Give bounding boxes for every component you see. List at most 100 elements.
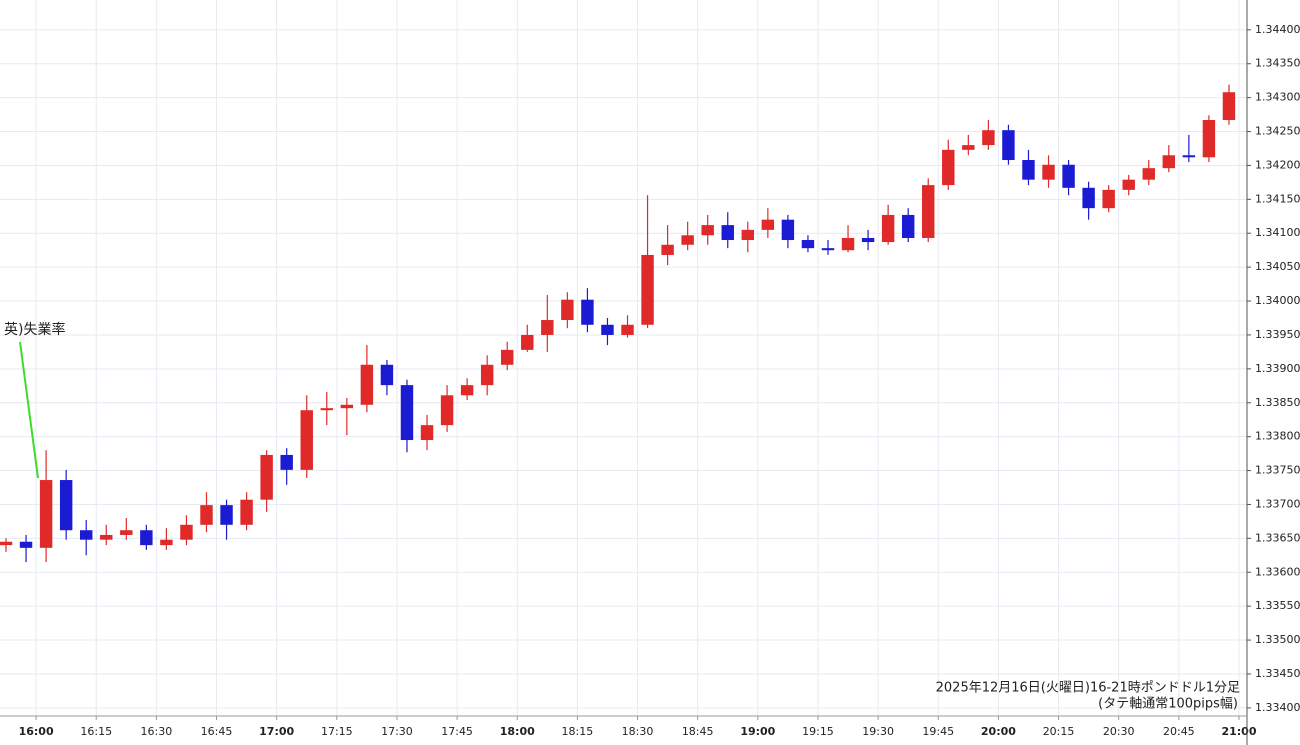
grid	[0, 0, 1247, 716]
candle-body	[79, 530, 93, 540]
candle-body	[1122, 179, 1135, 190]
candle-body	[120, 530, 133, 535]
candle-body	[721, 225, 734, 241]
y-tick-label: 1.33600	[1255, 565, 1300, 578]
candle-body	[641, 254, 654, 325]
x-tick-label: 21:00	[1221, 725, 1256, 738]
candle-body	[541, 320, 554, 335]
candle-body	[1002, 130, 1015, 161]
y-tick-label: 1.34300	[1255, 91, 1300, 104]
x-tick-label: 19:15	[802, 725, 834, 738]
y-tick-label: 1.34050	[1255, 260, 1300, 273]
candle-body	[1022, 160, 1035, 180]
y-tick-label: 1.33550	[1255, 599, 1300, 612]
candle-body	[661, 244, 674, 255]
candle-body	[681, 235, 694, 245]
y-tick-label: 1.33750	[1255, 464, 1300, 477]
candle-body	[1182, 155, 1196, 158]
y-tick-label: 1.33650	[1255, 531, 1300, 544]
candle-body	[901, 214, 915, 238]
candle-body	[801, 240, 815, 249]
x-tick-label: 17:00	[259, 725, 294, 738]
candle-body	[180, 524, 193, 540]
candle-body	[1162, 155, 1176, 169]
candle-body	[761, 219, 775, 230]
y-tick-label: 1.34250	[1255, 125, 1300, 138]
candle-body	[1082, 187, 1095, 209]
candle-body	[260, 454, 273, 500]
x-tick-label: 20:15	[1043, 725, 1075, 738]
candle-body	[59, 480, 73, 531]
y-tick-label: 1.33900	[1255, 362, 1300, 375]
candle-body	[360, 364, 374, 405]
x-tick-label: 18:45	[682, 725, 714, 738]
y-tick-label: 1.34400	[1255, 23, 1300, 36]
x-tick-label: 19:45	[922, 725, 954, 738]
candle-body	[621, 324, 634, 335]
x-tick-label: 16:00	[19, 725, 54, 738]
caption-line: (タテ軸通常100pips幅)	[1098, 697, 1238, 712]
candle-body	[220, 505, 233, 525]
candle-body	[1222, 92, 1236, 121]
candle-body	[701, 225, 714, 236]
x-tick-label: 19:00	[740, 725, 775, 738]
candle-body	[781, 219, 795, 241]
candle-body	[200, 505, 213, 525]
candle-body	[19, 541, 33, 548]
x-tick-label: 19:30	[862, 725, 894, 738]
candle-body	[480, 364, 494, 386]
y-tick-label: 1.33450	[1255, 667, 1300, 680]
candle-body	[420, 425, 434, 441]
candle-body	[521, 334, 534, 350]
candle-body	[561, 299, 574, 321]
candle-body	[400, 385, 414, 441]
candle-body	[140, 530, 153, 546]
candle-body	[982, 130, 995, 146]
candle-body	[962, 145, 975, 150]
candle-body	[501, 349, 514, 365]
candle-body	[841, 237, 855, 251]
candle-body	[320, 408, 334, 411]
y-tick-label: 1.33400	[1255, 701, 1300, 714]
candle-body	[942, 149, 955, 186]
candle-body	[581, 299, 594, 325]
x-tick-label: 20:45	[1163, 725, 1195, 738]
candle-body	[380, 364, 394, 386]
candle-body	[300, 410, 313, 470]
x-tick-label: 18:00	[500, 725, 535, 738]
candles	[0, 84, 1236, 563]
y-tick-label: 1.34100	[1255, 226, 1300, 239]
candle-body	[460, 385, 474, 396]
x-tick-label: 20:00	[981, 725, 1016, 738]
annotation: 英)失業率	[4, 321, 65, 338]
candle-body	[39, 480, 53, 548]
candle-body	[1102, 189, 1115, 209]
x-tick-label: 17:45	[441, 725, 473, 738]
y-tick-label: 1.34200	[1255, 158, 1300, 171]
candle-body	[0, 541, 13, 546]
y-tick-label: 1.33800	[1255, 430, 1300, 443]
candle-body	[601, 324, 614, 335]
candle-body	[280, 454, 293, 470]
candle-body	[1142, 168, 1155, 180]
candle-body	[100, 534, 113, 540]
x-tick-label: 16:30	[141, 725, 173, 738]
candle-body	[160, 539, 173, 546]
y-tick-label: 1.34000	[1255, 294, 1300, 307]
candle-body	[240, 499, 253, 525]
y-tick-label: 1.33950	[1255, 328, 1300, 341]
labels: 1.33400 1.33450 1.33500 1.33550 1.33600 1.336…	[19, 23, 1300, 738]
x-tick-label: 17:15	[321, 725, 353, 738]
y-tick-label: 1.33700	[1255, 497, 1300, 510]
candle-body	[922, 185, 935, 238]
x-tick-label: 18:15	[562, 725, 594, 738]
y-tick-label: 1.33500	[1255, 633, 1300, 646]
x-tick-label: 18:30	[622, 725, 654, 738]
y-tick-label: 1.34150	[1255, 192, 1300, 205]
candle-body	[1042, 164, 1055, 180]
candle-body	[340, 404, 354, 409]
candle-body	[1202, 120, 1216, 158]
candle-body	[881, 214, 895, 243]
